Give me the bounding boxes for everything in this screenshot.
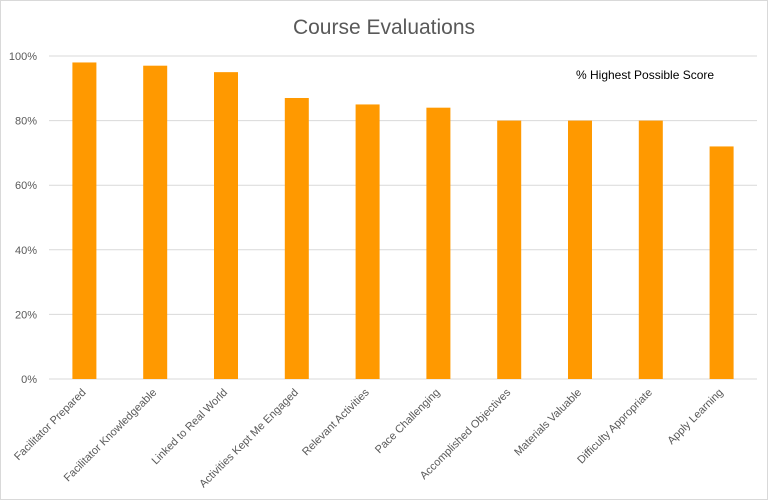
bar xyxy=(568,120,592,379)
x-category-label: Difficulty Appropriate xyxy=(575,387,655,467)
bars xyxy=(72,62,734,380)
x-category-label: Materials Valuable xyxy=(512,387,584,459)
bar xyxy=(284,97,309,380)
chart-title: Course Evaluations xyxy=(293,16,475,39)
y-tick-label: 0% xyxy=(21,374,37,386)
bar xyxy=(214,72,238,380)
x-category-label: Pace Challenging xyxy=(373,387,442,456)
y-tick-label: 80% xyxy=(15,116,37,128)
bar xyxy=(72,62,97,380)
y-axis-ticks: 0% 20% 40% 60% 80% 100% xyxy=(9,51,37,386)
bar xyxy=(355,104,380,379)
y-tick-label: 100% xyxy=(9,51,37,63)
y-tick-label: 40% xyxy=(15,245,37,257)
bar xyxy=(143,65,168,379)
series-annotation: % Highest Possible Score xyxy=(576,68,714,82)
x-category-label: Relevant Activities xyxy=(300,386,372,458)
bar xyxy=(638,120,663,379)
bar xyxy=(426,107,451,380)
bar xyxy=(709,146,734,379)
x-category-label: Facilitator Prepared xyxy=(12,387,88,463)
y-tick-label: 20% xyxy=(15,309,37,321)
x-category-label: Linked to Real World xyxy=(150,387,231,468)
x-category-label: Apply Learning xyxy=(665,387,725,447)
y-tick-label: 60% xyxy=(15,180,37,192)
bar xyxy=(497,120,522,379)
